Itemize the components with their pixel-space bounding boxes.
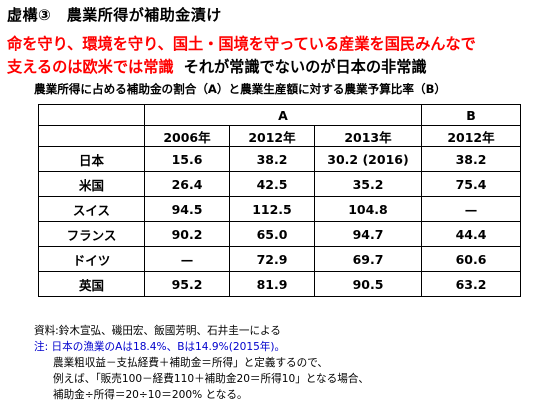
value-cell: 95.2 — [144, 271, 230, 297]
country-cell: ドイツ — [38, 246, 145, 272]
year-header: 2012年 — [229, 125, 315, 147]
headline-line-1: 命を守り、環境を守り、国土・国境を守っている産業を国民みんなで — [7, 35, 476, 53]
table-row: ドイツ — 72.9 69.7 60.6 — [38, 246, 521, 272]
table-caption: 農業所得に占める補助金の割合（A）と農業生産額に対する農業予算比率（B） — [34, 82, 446, 96]
value-cell: 90.2 — [144, 221, 230, 247]
value-cell: 38.2 — [421, 146, 521, 172]
value-cell: 94.5 — [144, 196, 230, 222]
table-group-header-row: A B — [38, 104, 521, 126]
value-cell: — — [421, 196, 521, 222]
value-cell: 94.7 — [314, 221, 422, 247]
value-cell: 38.2 — [229, 146, 315, 172]
source-note: 資料:鈴木宣弘、磯田宏、飯國芳明、石井圭一による — [34, 325, 281, 337]
table-row: 米国 26.4 42.5 35.2 75.4 — [38, 171, 521, 197]
value-cell: 104.8 — [314, 196, 422, 222]
value-cell: 65.0 — [229, 221, 315, 247]
year-header: 2006年 — [144, 125, 230, 147]
value-cell: 15.6 — [144, 146, 230, 172]
ratio-note: 補助金÷所得＝20÷10＝200% となる。 — [53, 389, 248, 401]
slide-title: 虚構③ 農業所得が補助金漬け — [7, 6, 222, 24]
table-row: スイス 94.5 112.5 104.8 — — [38, 196, 521, 222]
value-cell: 69.7 — [314, 246, 422, 272]
table-year-header-row: 2006年 2012年 2013年 2012年 — [38, 125, 521, 147]
country-cell: 日本 — [38, 146, 145, 172]
value-cell: 63.2 — [421, 271, 521, 297]
value-cell: 26.4 — [144, 171, 230, 197]
value-cell: 81.9 — [229, 271, 315, 297]
value-cell: 35.2 — [314, 171, 422, 197]
table-row: フランス 90.2 65.0 94.7 44.4 — [38, 221, 521, 247]
year-header: 2013年 — [314, 125, 422, 147]
definition-note: 農業粗収益－支払経費＋補助金＝所得」と定義するので、 — [53, 357, 329, 369]
value-cell: 112.5 — [229, 196, 315, 222]
table-corner-cell — [38, 104, 145, 126]
table-row: 日本 15.6 38.2 30.2 (2016) 38.2 — [38, 146, 521, 172]
subsidy-table: A B 2006年 2012年 2013年 2012年 日本 15.6 38.2… — [38, 104, 521, 297]
fishery-note: 日本の漁業のAは18.4%、Bは14.9%(2015年)。 — [51, 341, 286, 353]
table-corner-cell — [38, 125, 145, 147]
table-row: 英国 95.2 81.9 90.5 63.2 — [38, 271, 521, 297]
headline-line-2-main: 支えるのは欧米では常識 — [7, 58, 174, 76]
country-cell: スイス — [38, 196, 145, 222]
value-cell: 75.4 — [421, 171, 521, 197]
country-cell: フランス — [38, 221, 145, 247]
example-note: 例えば、「販売100－経費110＋補助金20＝所得10」となる場合、 — [53, 373, 370, 385]
group-header-a: A — [144, 104, 422, 126]
value-cell: — — [144, 246, 230, 272]
value-cell: 60.6 — [421, 246, 521, 272]
note-line: 注: 日本の漁業のAは18.4%、Bは14.9%(2015年)。 — [34, 339, 544, 355]
country-cell: 米国 — [38, 171, 145, 197]
value-cell: 72.9 — [229, 246, 315, 272]
value-cell: 42.5 — [229, 171, 315, 197]
group-header-b: B — [421, 104, 521, 126]
value-cell: 90.5 — [314, 271, 422, 297]
headline-line-2: 支えるのは欧米では常識 それが常識でないのが日本の非常識 — [7, 55, 542, 77]
note-label: 注: — [34, 341, 49, 353]
headline-line-2-tail: それが常識でないのが日本の非常識 — [183, 58, 427, 76]
value-cell: 44.4 — [421, 221, 521, 247]
value-cell: 30.2 (2016) — [314, 146, 422, 172]
year-header: 2012年 — [421, 125, 521, 147]
footnotes: 資料:鈴木宣弘、磯田宏、飯國芳明、石井圭一による 注: 日本の漁業のAは18.4… — [34, 323, 544, 403]
country-cell: 英国 — [38, 271, 145, 297]
